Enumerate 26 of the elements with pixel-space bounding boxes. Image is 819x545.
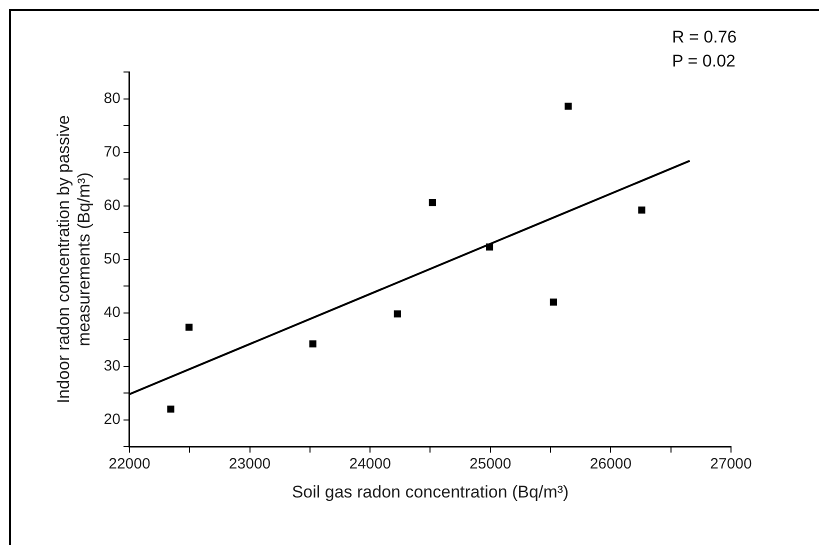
y-tick-label: 60 [104, 196, 120, 214]
y-tick-label: 40 [104, 304, 120, 321]
point [309, 340, 316, 348]
x-axis-title: Soil gas radon concentration (Bq/m³) [292, 482, 569, 502]
x-tick-label: 23000 [228, 456, 271, 473]
x-tick-label: 22000 [108, 456, 150, 473]
point [428, 199, 436, 206]
point [186, 324, 193, 331]
point [394, 310, 401, 318]
y-tick-label: 50 [104, 250, 120, 268]
point [564, 102, 572, 110]
y-tick-label: 80 [104, 90, 120, 107]
y-tick-label: 30 [104, 357, 120, 374]
text: P = 0.02 [672, 52, 736, 71]
text: R = 0.76 [672, 28, 737, 47]
point [167, 406, 174, 413]
x-tick-label: 27000 [710, 456, 752, 473]
y-tick-label: 20 [104, 410, 120, 428]
point [550, 298, 557, 306]
point [486, 243, 494, 251]
x-tick-label: 24000 [349, 456, 391, 473]
x-tick-label: 25000 [470, 456, 512, 473]
x-tick-label: 26000 [590, 456, 632, 473]
y-axis-title: Indoor radon concentration by passive measurements (Bq/m³) [54, 115, 94, 404]
y-tick-label: 70 [104, 143, 120, 160]
point [638, 206, 646, 214]
